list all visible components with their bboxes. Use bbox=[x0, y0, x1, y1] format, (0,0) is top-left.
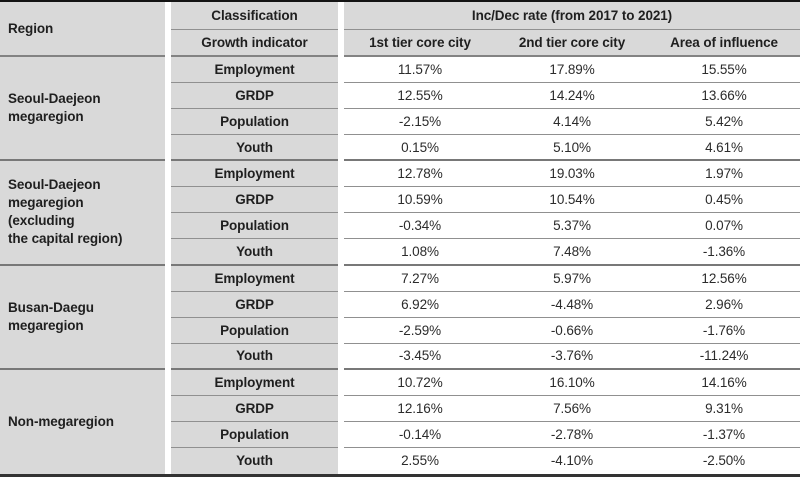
value-cell: -4.48% bbox=[496, 291, 648, 318]
header-classification: Classification bbox=[171, 2, 338, 30]
indicator-cell: GRDP bbox=[171, 83, 338, 110]
value-cell: 15.55% bbox=[648, 57, 800, 84]
header-tier-1: 1st tier core city bbox=[344, 30, 496, 57]
value-cell: 7.56% bbox=[496, 395, 648, 422]
value-cell: -0.66% bbox=[496, 317, 648, 344]
value-cell: 10.54% bbox=[496, 187, 648, 214]
value-cell: 16.10% bbox=[496, 369, 648, 396]
indicator-cell: GRDP bbox=[171, 187, 338, 214]
value-cell: -1.76% bbox=[648, 317, 800, 344]
value-cell: -4.10% bbox=[496, 447, 648, 474]
value-cell: 1.08% bbox=[344, 239, 496, 266]
indicator-cell: GRDP bbox=[171, 396, 338, 422]
value-cell: -2.50% bbox=[648, 447, 800, 474]
value-cell: 14.24% bbox=[496, 83, 648, 110]
indicator-cell: Population bbox=[171, 422, 338, 448]
value-cell: -3.45% bbox=[344, 343, 496, 370]
indicator-cell: Employment bbox=[171, 161, 338, 188]
value-cell: 5.42% bbox=[648, 109, 800, 136]
header-tier-2: 2nd tier core city bbox=[496, 30, 648, 57]
column-gap bbox=[165, 2, 171, 474]
value-cell: 11.57% bbox=[344, 57, 496, 84]
value-cell: -3.76% bbox=[496, 343, 648, 370]
value-cell: 12.56% bbox=[648, 265, 800, 292]
indicator-cell: GRDP bbox=[171, 292, 338, 318]
value-cell: 12.78% bbox=[344, 161, 496, 188]
value-cell: 1.97% bbox=[648, 161, 800, 188]
value-cell: -11.24% bbox=[648, 343, 800, 370]
value-cell: 4.14% bbox=[496, 109, 648, 136]
header-region: Region bbox=[0, 2, 165, 57]
region-cell: Seoul-Daejeon megaregion (excluding the … bbox=[0, 161, 165, 266]
value-cell: 10.72% bbox=[344, 369, 496, 396]
region-cell: Busan-Daegu megaregion bbox=[0, 266, 165, 370]
value-cell: -0.14% bbox=[344, 421, 496, 448]
value-cell: -1.37% bbox=[648, 421, 800, 448]
indicator-cell: Employment bbox=[171, 370, 338, 396]
value-cell: 6.92% bbox=[344, 291, 496, 318]
indicator-cell: Youth bbox=[171, 135, 338, 162]
header-growth-indicator: Growth indicator bbox=[171, 30, 338, 57]
value-cell: -2.78% bbox=[496, 421, 648, 448]
value-cell: 9.31% bbox=[648, 395, 800, 422]
value-cell: 12.55% bbox=[344, 83, 496, 110]
indicator-cell: Population bbox=[171, 318, 338, 344]
value-cell: 0.15% bbox=[344, 135, 496, 162]
value-cell: 7.27% bbox=[344, 265, 496, 292]
value-cell: 14.16% bbox=[648, 369, 800, 396]
value-cell: 10.59% bbox=[344, 187, 496, 214]
value-cell: 5.37% bbox=[496, 213, 648, 240]
indicator-cell: Employment bbox=[171, 266, 338, 292]
region-cell: Seoul-Daejeon megaregion bbox=[0, 57, 165, 162]
column-gap bbox=[338, 2, 344, 474]
indicator-cell: Youth bbox=[171, 239, 338, 266]
value-cell: 4.61% bbox=[648, 135, 800, 162]
value-cell: -2.15% bbox=[344, 109, 496, 136]
header-tier-3: Area of influence bbox=[648, 30, 800, 57]
value-cell: 2.96% bbox=[648, 291, 800, 318]
value-cell: -2.59% bbox=[344, 317, 496, 344]
value-cell: 12.16% bbox=[344, 395, 496, 422]
value-cell: 0.45% bbox=[648, 187, 800, 214]
value-cell: 0.07% bbox=[648, 213, 800, 240]
indicator-cell: Youth bbox=[171, 344, 338, 370]
region-cell: Non-megaregion bbox=[8, 413, 114, 429]
header-rate-title: Inc/Dec rate (from 2017 to 2021) bbox=[344, 2, 800, 30]
value-cell: -0.34% bbox=[344, 213, 496, 240]
indicator-cell: Youth bbox=[236, 453, 273, 469]
indicator-cell: Employment bbox=[171, 57, 338, 84]
indicator-cell: Population bbox=[171, 213, 338, 240]
value-cell: 17.89% bbox=[496, 57, 648, 84]
value-cell: 7.48% bbox=[496, 239, 648, 266]
value-cell: 5.10% bbox=[496, 135, 648, 162]
indicator-cell: Population bbox=[171, 109, 338, 136]
value-cell: 13.66% bbox=[648, 83, 800, 110]
value-cell: -1.36% bbox=[648, 239, 800, 266]
value-cell: 19.03% bbox=[496, 161, 648, 188]
value-cell: 2.55% bbox=[344, 447, 496, 474]
value-cell: 5.97% bbox=[496, 265, 648, 292]
